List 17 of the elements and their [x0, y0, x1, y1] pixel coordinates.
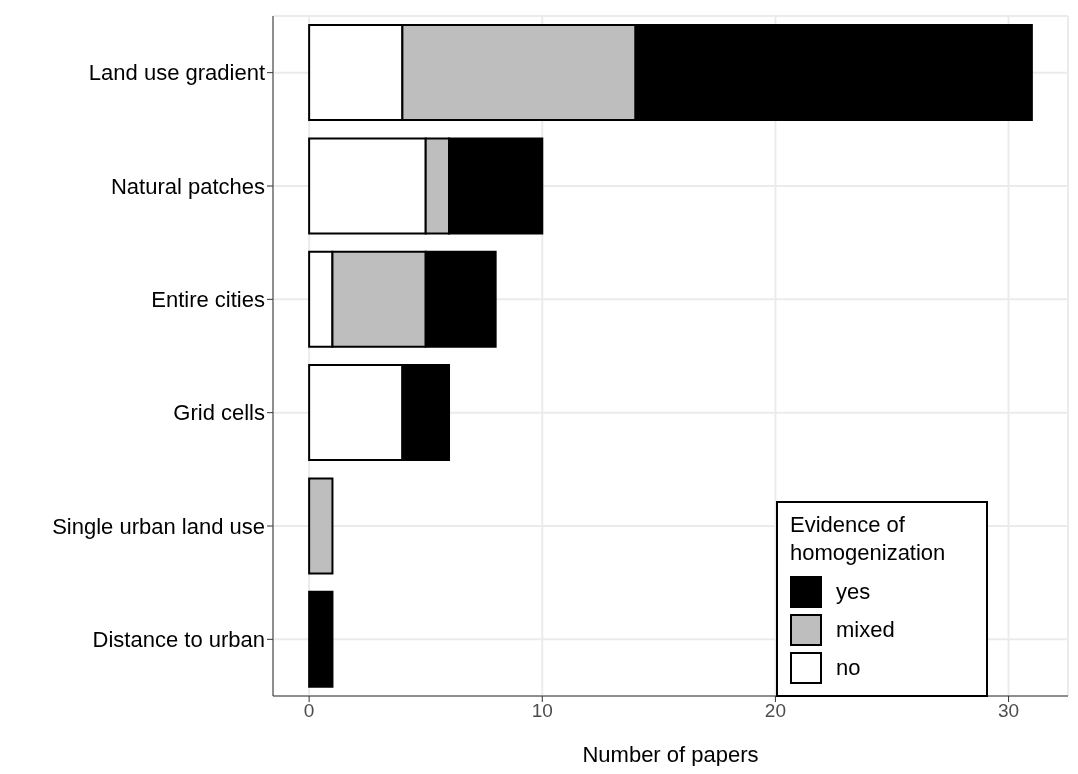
legend-label: mixed — [836, 617, 895, 643]
bar — [308, 590, 334, 688]
y-tick-label: Grid cells — [173, 400, 265, 426]
legend-title: Evidence of homogenization — [790, 511, 947, 567]
x-tick-label: 30 — [997, 700, 1020, 722]
y-tick-label: Natural patches — [110, 173, 265, 199]
y-tick-label: Single urban land use — [52, 513, 265, 539]
x-axis-title: Number of papers — [582, 742, 759, 767]
legend-label: no — [836, 655, 861, 681]
y-tick-label: Land use gradient — [88, 60, 265, 86]
x-tick-label: 20 — [764, 700, 786, 722]
y-tick-label: Distance to urban — [92, 627, 265, 653]
bar — [308, 477, 334, 575]
x-tick-label: 0 — [303, 700, 315, 722]
y-tick-label: Entire cities — [151, 287, 265, 313]
legend-label: yes — [836, 579, 871, 605]
x-tick-label: 10 — [531, 700, 553, 722]
